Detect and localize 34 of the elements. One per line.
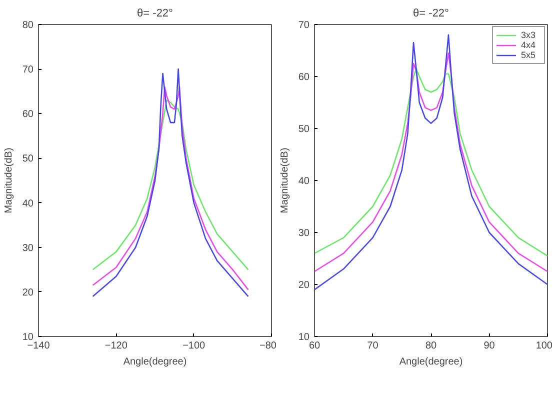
y-tick-label: 10 [22, 332, 34, 343]
y-tick-label: 20 [22, 287, 34, 298]
y-tick-label: 30 [22, 242, 34, 254]
y-tick-label: 40 [22, 198, 34, 210]
x-axis-title: Angle(degree) [123, 356, 187, 368]
x-tick-label: −100 [182, 340, 206, 352]
x-tick-label: −120 [104, 340, 128, 352]
x-tick-label: 90 [484, 340, 496, 352]
y-tick-label: 70 [298, 20, 310, 31]
chart-title: θ= -22° [413, 8, 449, 20]
y-axis-title: Magnitude(dB) [3, 148, 14, 214]
y-tick-label: 40 [298, 176, 310, 187]
y-tick-label: 20 [298, 280, 310, 291]
legend-label: 4x4 [521, 40, 537, 50]
x-tick-label: 80 [425, 340, 437, 352]
y-tick-label: 60 [298, 72, 310, 83]
y-tick-label: 60 [22, 109, 34, 120]
chart-title: θ= -22° [137, 8, 173, 20]
x-tick-label: 70 [367, 340, 379, 352]
x-tick-label: 100 [536, 340, 553, 352]
x-axis-title: Angle(degree) [399, 356, 463, 368]
y-axis-title: Magnitude(dB) [279, 148, 290, 214]
y-tick-label: 30 [298, 228, 310, 239]
y-tick-label: 80 [22, 20, 34, 31]
x-tick-label: 60 [308, 340, 320, 352]
y-tick-label: 10 [298, 332, 310, 343]
line-series [92, 100, 249, 270]
y-tick-label: 50 [298, 124, 310, 135]
legend-label: 5x5 [521, 50, 537, 60]
x-tick-label: −80 [260, 340, 277, 352]
y-tick-label: 50 [22, 154, 34, 165]
y-tick-label: 70 [22, 64, 34, 76]
x-tick-label: −140 [27, 340, 50, 352]
legend-label: 3x3 [521, 30, 537, 40]
